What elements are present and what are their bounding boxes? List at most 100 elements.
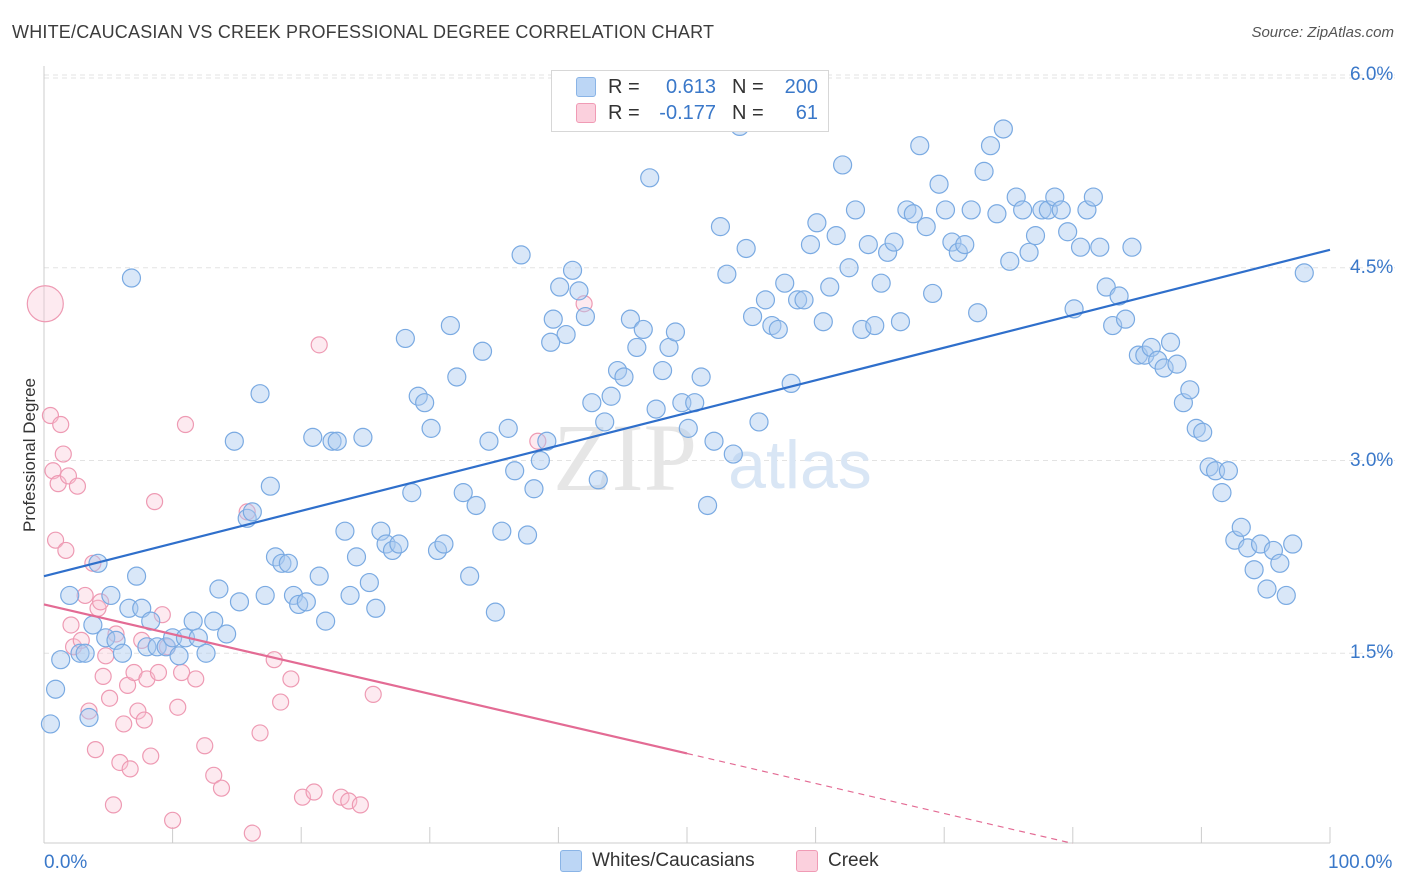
whites-point [1000,251,1020,271]
legend-r-value: 0.613 [665,75,716,98]
whites-point [813,312,833,332]
whites-point [1276,585,1296,606]
whites-point [1283,534,1303,554]
whites-point [929,174,949,194]
legend-row-whites: R = 0.613 N = 200 [552,74,818,100]
whites-point [1058,222,1078,242]
whites-point [272,553,292,573]
y-tick-label-3-0: 3.0% [1350,449,1394,471]
creek-point [57,541,75,560]
creek-trend-extension [686,752,1073,845]
creek-point [187,670,205,688]
whites-point [242,502,262,522]
whites-point [845,200,866,220]
whites-point [910,136,930,156]
series-legend: Whites/Caucasians Creek [0,850,1406,878]
creek-point [129,702,147,720]
whites-point [1238,538,1258,558]
whites-point [498,418,518,438]
whites-point [955,235,975,255]
x-tick-label-min: 0.0% [44,852,88,873]
creek-point [364,685,382,703]
creek-point [153,606,171,624]
whites-point [614,367,634,387]
whites-point [415,393,435,413]
legend-item-creek: Creek [796,850,879,872]
whites-point [327,431,347,451]
whites-point [878,242,898,262]
y-tick-label-4-5: 4.5% [1350,256,1394,278]
grid-lines [44,74,1395,654]
whites-point [511,245,531,265]
whites-point [1148,350,1168,370]
whites-point [852,319,872,340]
whites-point [678,418,698,438]
creek-point [46,531,65,549]
whites-point [60,585,80,606]
whites-point [871,273,891,293]
whites-point [923,283,943,304]
whites-point [51,650,71,670]
whites-point [993,119,1013,139]
whites-point [101,585,121,606]
whites-point [466,495,486,516]
whites-point [453,483,473,503]
creek-point [115,715,133,733]
whites-point [833,155,853,175]
creek-point [282,670,300,688]
whites-point [278,553,298,573]
legend-swatch-whites [576,77,596,97]
whites-point [1051,200,1071,220]
creek-point [176,415,195,434]
creek-point [305,783,323,801]
whites-point [346,547,367,567]
whites-point [440,315,460,336]
whites-point [652,360,673,381]
whites-point [755,290,776,310]
creek-point [76,586,94,605]
creek-point [111,753,129,772]
trend-lines [43,248,1331,845]
whites-points [40,78,1314,734]
whites-point [217,624,237,644]
whites-point [183,611,203,631]
whites-point [340,585,360,606]
legend-r-label: R = [608,101,640,124]
whites-point [316,611,336,631]
creek-trend-line [43,603,688,755]
whites-point [781,373,801,393]
creek-point [145,493,164,511]
whites-point [787,290,808,310]
watermark-atlas: atlas [728,427,872,503]
whites-point [1244,560,1264,580]
whites-point [517,525,538,545]
whites-point [884,232,904,252]
whites-point [359,572,379,593]
creek-point [94,667,112,685]
whites-point [1180,380,1200,400]
whites-point [1270,553,1290,573]
legend-swatch-creek [576,103,596,123]
whites-point [640,168,660,188]
whites-point [935,200,956,220]
creek-point [86,741,105,759]
whites-point [948,242,968,262]
whites-point [775,273,795,293]
creek-point [142,747,160,765]
whites-point [1231,517,1251,537]
creek-point [135,711,153,729]
whites-point [749,412,769,432]
creek-point [62,616,80,634]
whites-point [807,213,827,233]
whites-point [479,431,499,451]
creek-point [149,663,168,682]
whites-point [1135,345,1155,365]
whites-point [402,483,422,503]
creek-point [196,737,214,755]
whites-point [627,337,647,358]
creek-point [107,625,125,643]
y-tick-label-1-5: 1.5% [1350,642,1394,664]
whites-point [366,598,386,618]
creek-point [91,593,110,611]
whites-point [204,611,224,631]
